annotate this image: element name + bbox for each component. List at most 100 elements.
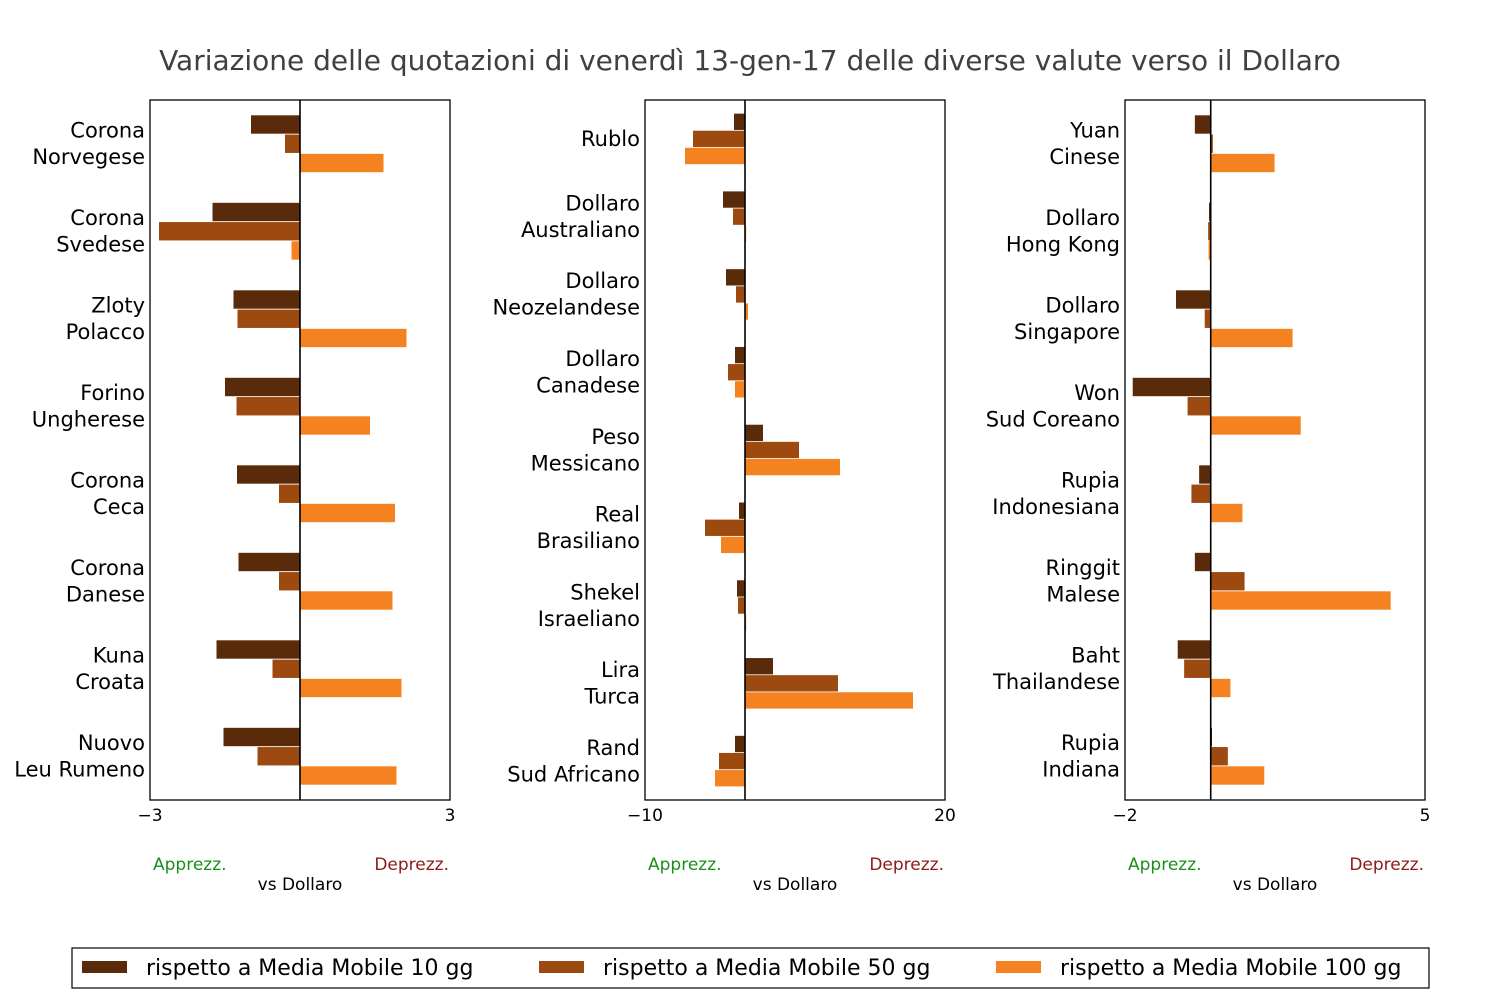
bar-ma50-8 xyxy=(1210,747,1228,766)
category-label: Corona xyxy=(70,469,145,493)
bar-ma50-8 xyxy=(745,675,838,692)
legend: rispetto a Media Mobile 10 gg rispetto a … xyxy=(71,947,1430,989)
category-label: Croata xyxy=(75,670,145,694)
bar-ma50-6 xyxy=(705,519,745,536)
legend-swatch-ma100 xyxy=(996,961,1041,973)
legend-swatch-ma50 xyxy=(539,961,584,973)
chart-panel-1: CoronaNorvegeseCoronaSvedeseZlotyPolacco… xyxy=(14,99,456,895)
category-label: Thailandese xyxy=(992,670,1120,694)
bar-ma10-1 xyxy=(251,115,300,134)
bar-ma100-8 xyxy=(745,692,913,709)
category-label: Dollaro xyxy=(1045,294,1120,318)
bar-ma100-4 xyxy=(735,381,745,398)
bar-ma10-7 xyxy=(1177,640,1211,659)
category-label: Corona xyxy=(70,119,145,143)
apprezz-label: Apprezz. xyxy=(153,855,227,875)
category-label: Zloty xyxy=(91,294,145,318)
category-label: Danese xyxy=(66,583,145,607)
bar-ma100-1 xyxy=(685,147,745,165)
bar-ma10-7 xyxy=(737,580,745,597)
category-label: Real xyxy=(595,503,640,527)
category-label: Cinese xyxy=(1049,145,1120,169)
category-label: Ringgit xyxy=(1046,556,1120,580)
bar-ma100-6 xyxy=(721,536,745,554)
category-label: Dollaro xyxy=(565,269,640,293)
tick-label-min: −2 xyxy=(1112,806,1137,826)
category-label: Lira xyxy=(601,658,640,682)
bar-ma100-4 xyxy=(1210,416,1301,435)
bar-ma10-3 xyxy=(1176,290,1211,309)
category-label: Polacco xyxy=(66,320,145,344)
bar-ma10-4 xyxy=(735,346,745,364)
legend-swatch-ma10 xyxy=(82,961,127,973)
bar-ma10-8 xyxy=(223,727,300,747)
category-label: Singapore xyxy=(1014,320,1120,344)
category-label: Kuna xyxy=(93,644,145,668)
category-label: Dollaro xyxy=(1045,206,1120,230)
deprezz-label: Deprezz. xyxy=(374,855,449,875)
bar-ma50-4 xyxy=(728,364,745,381)
bar-ma50-9 xyxy=(719,752,745,770)
category-label: Indiana xyxy=(1042,758,1120,782)
bar-ma100-1 xyxy=(1210,153,1275,173)
plot-frame xyxy=(1124,99,1426,801)
bar-ma50-5 xyxy=(745,441,799,459)
x-axis-label: vs Dollaro xyxy=(753,875,838,895)
category-label: Ungherese xyxy=(32,408,145,432)
category-label: Peso xyxy=(591,425,640,449)
category-label: Canadese xyxy=(536,373,640,397)
category-label: Hong Kong xyxy=(1006,233,1120,257)
chart-title: Variazione delle quotazioni di venerdì 1… xyxy=(159,44,1341,77)
category-label: Baht xyxy=(1071,644,1120,668)
bar-ma10-2 xyxy=(212,202,300,222)
bar-ma50-3 xyxy=(736,286,745,303)
bar-ma10-6 xyxy=(1194,552,1211,572)
bar-ma50-5 xyxy=(1191,484,1211,503)
bar-ma10-2 xyxy=(723,191,745,208)
bar-ma10-1 xyxy=(734,113,745,130)
deprezz-label: Deprezz. xyxy=(1349,855,1424,875)
bar-ma100-6 xyxy=(300,591,393,610)
category-label: Brasiliano xyxy=(537,529,640,553)
bar-ma50-7 xyxy=(272,659,300,678)
bar-ma100-6 xyxy=(1210,591,1391,610)
bar-ma50-6 xyxy=(279,572,300,591)
bar-ma50-1 xyxy=(285,134,300,153)
legend-label-ma10: rispetto a Media Mobile 10 gg xyxy=(146,956,473,981)
bar-ma100-5 xyxy=(745,458,840,476)
bar-ma10-6 xyxy=(739,502,745,519)
bar-ma10-2 xyxy=(1209,202,1211,222)
tick-label-min: −10 xyxy=(627,806,663,826)
bar-ma10-3 xyxy=(233,290,300,309)
bar-ma10-4 xyxy=(1132,377,1211,397)
bar-ma10-5 xyxy=(237,465,300,484)
category-label: Svedese xyxy=(56,233,145,257)
bar-ma50-1 xyxy=(1210,134,1213,153)
category-label: Rand xyxy=(586,736,640,760)
bar-ma100-3 xyxy=(300,328,407,348)
bar-ma10-5 xyxy=(1199,465,1211,484)
category-label: Nuovo xyxy=(78,731,145,755)
category-label: Sud Coreano xyxy=(986,408,1120,432)
tick-label-max: 20 xyxy=(934,806,956,826)
category-label: Leu Rumeno xyxy=(14,758,145,782)
bar-ma10-7 xyxy=(216,640,300,659)
bar-ma50-3 xyxy=(237,309,300,328)
bar-ma50-5 xyxy=(279,484,300,503)
bar-ma100-5 xyxy=(1210,503,1243,523)
bar-ma10-3 xyxy=(726,269,745,286)
category-label: Dollaro xyxy=(565,347,640,371)
bar-ma100-1 xyxy=(300,153,384,173)
apprezz-label: Apprezz. xyxy=(648,855,722,875)
category-label: Corona xyxy=(70,556,145,580)
deprezz-label: Deprezz. xyxy=(869,855,944,875)
x-axis-label: vs Dollaro xyxy=(258,875,343,895)
category-label: Dollaro xyxy=(565,191,640,215)
bar-ma10-9 xyxy=(735,735,745,753)
bar-ma50-4 xyxy=(1187,397,1211,416)
tick-label-max: 3 xyxy=(445,806,456,826)
category-label: Ceca xyxy=(93,495,145,519)
bar-ma50-6 xyxy=(1210,572,1245,591)
category-label: Rupia xyxy=(1061,469,1120,493)
